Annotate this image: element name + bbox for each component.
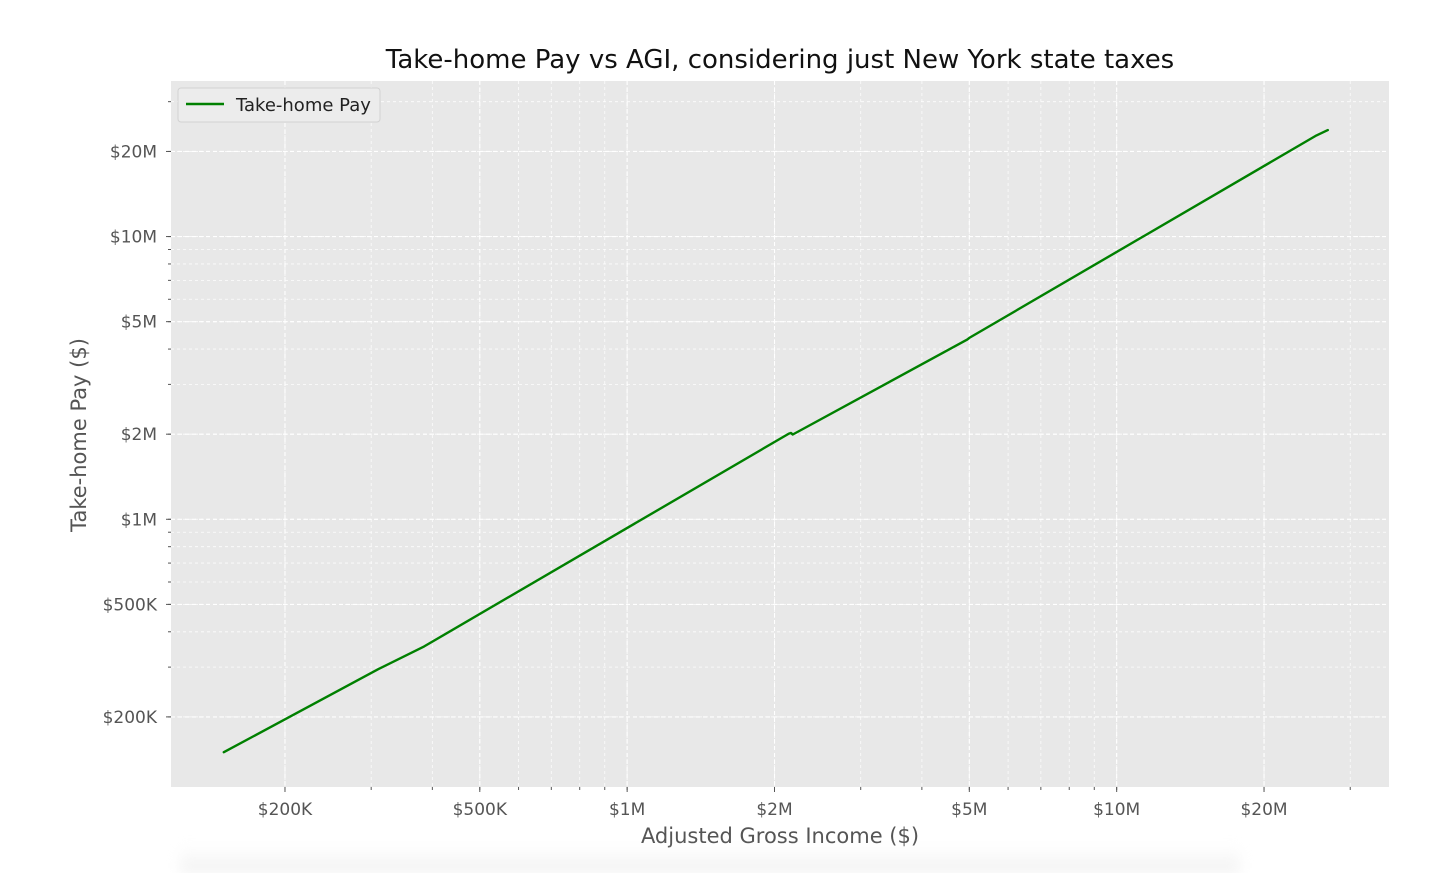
legend-label-take-home-pay: Take-home Pay (235, 95, 371, 116)
series-line-take-home-pay (222, 128, 1330, 754)
legend: Take-home Pay (177, 87, 381, 123)
bottom-shadow (180, 845, 1240, 873)
y-tick-label: $1M (121, 510, 157, 530)
x-tick-label: $2M (756, 800, 792, 820)
y-tick-label: $5M (121, 313, 157, 333)
x-tick-label: $10M (1093, 800, 1140, 820)
x-tick-label: $5M (951, 800, 987, 820)
legend-box (177, 87, 381, 123)
x-tick-label: $1M (609, 800, 645, 820)
x-axis-label: Adjusted Gross Income ($) (641, 824, 919, 848)
x-tick-label: $500K (453, 800, 508, 820)
series-layer (222, 128, 1330, 754)
major-gridlines (171, 81, 1389, 787)
chart-title: Take-home Pay vs AGI, considering just N… (385, 45, 1174, 75)
x-tick-label: $20M (1240, 800, 1287, 820)
y-tick-label: $2M (121, 425, 157, 445)
y-tick-label: $20M (110, 142, 157, 162)
x-tick-label: $200K (258, 800, 313, 820)
y-tick-label: $200K (103, 708, 158, 728)
y-axis-label: Take-home Pay ($) (67, 338, 91, 533)
y-axis-ticks: $200K $500K $1M $2M $5M $10M $20M (103, 101, 171, 728)
y-tick-label: $500K (103, 595, 158, 615)
y-tick-label: $10M (110, 228, 157, 248)
x-axis-ticks: $200K $500K $1M $2M $5M $10M $20M (258, 787, 1351, 820)
